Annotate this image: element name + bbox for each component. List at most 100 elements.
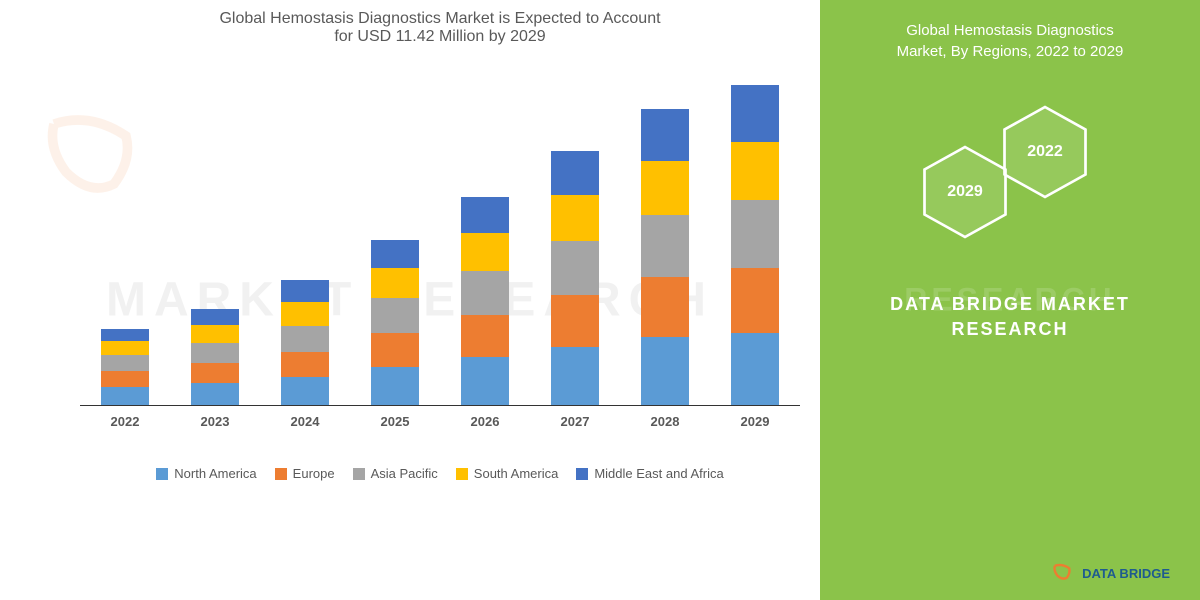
- hex-label-2029: 2029: [947, 183, 983, 201]
- bar-group: [725, 85, 785, 405]
- hexagon-2022: 2022: [1000, 102, 1090, 202]
- bottom-logo: DATA BRIDGE: [1050, 561, 1170, 585]
- bar-segment: [101, 387, 149, 405]
- legend-label: Europe: [293, 466, 335, 481]
- bar-segment: [551, 195, 599, 241]
- bar-segment: [281, 377, 329, 405]
- bar-stack: [731, 85, 779, 405]
- bar-stack: [101, 329, 149, 405]
- legend-label: South America: [474, 466, 559, 481]
- bar-segment: [461, 233, 509, 271]
- bar-segment: [281, 352, 329, 377]
- bar-group: [635, 109, 695, 405]
- legend-label: Middle East and Africa: [594, 466, 723, 481]
- bar-group: [185, 309, 245, 405]
- bar-segment: [641, 161, 689, 215]
- bar-segment: [371, 367, 419, 405]
- right-watermark: RESEARCH: [904, 282, 1116, 319]
- right-title-line1: Global Hemostasis Diagnostics: [906, 22, 1114, 39]
- bars-container: [80, 66, 800, 406]
- chart-area: 2022 2023 2024 2025 2026 2027 2028 2029: [80, 66, 800, 446]
- bar-segment: [461, 197, 509, 233]
- bar-segment: [731, 142, 779, 200]
- bar-segment: [731, 200, 779, 268]
- bar-segment: [191, 343, 239, 363]
- chart-legend: North America Europe Asia Pacific South Ame…: [80, 466, 800, 481]
- x-axis-labels: 2022 2023 2024 2025 2026 2027 2028 2029: [80, 414, 800, 429]
- chart-panel: MARKET RESEARCH Global Hemostasis Diagno…: [0, 0, 820, 600]
- bar-segment: [371, 268, 419, 298]
- hex-label-2022: 2022: [1027, 143, 1063, 161]
- bar-segment: [461, 271, 509, 315]
- bar-segment: [731, 85, 779, 142]
- x-axis-label: 2022: [95, 414, 155, 429]
- bar-segment: [371, 298, 419, 333]
- legend-item: Asia Pacific: [353, 466, 438, 481]
- bar-segment: [551, 347, 599, 405]
- bar-segment: [191, 383, 239, 405]
- bar-segment: [191, 309, 239, 325]
- main-container: MARKET RESEARCH Global Hemostasis Diagno…: [0, 0, 1200, 600]
- bar-stack: [191, 309, 239, 405]
- legend-label: North America: [174, 466, 256, 481]
- logo-icon: [1050, 561, 1074, 585]
- chart-title: Global Hemostasis Diagnostics Market is …: [80, 10, 800, 46]
- bar-group: [455, 197, 515, 405]
- bar-segment: [641, 215, 689, 277]
- bar-segment: [641, 277, 689, 337]
- bar-segment: [551, 241, 599, 295]
- bar-segment: [551, 295, 599, 347]
- bar-segment: [191, 363, 239, 383]
- bar-segment: [461, 357, 509, 405]
- bar-stack: [461, 197, 509, 405]
- legend-swatch: [275, 468, 287, 480]
- x-axis-label: 2026: [455, 414, 515, 429]
- x-axis-label: 2029: [725, 414, 785, 429]
- bar-segment: [281, 280, 329, 302]
- right-title-line2: Market, By Regions, 2022 to 2029: [897, 43, 1124, 60]
- x-axis-label: 2027: [545, 414, 605, 429]
- bar-stack: [641, 109, 689, 405]
- chart-title-line1: Global Hemostasis Diagnostics Market is …: [219, 10, 660, 27]
- bar-segment: [371, 240, 419, 268]
- bar-segment: [731, 268, 779, 333]
- bar-group: [545, 151, 605, 405]
- legend-swatch: [456, 468, 468, 480]
- bar-segment: [641, 109, 689, 161]
- legend-swatch: [353, 468, 365, 480]
- legend-item: Middle East and Africa: [576, 466, 723, 481]
- bar-group: [95, 329, 155, 405]
- hexagon-2029: 2029: [920, 142, 1010, 242]
- bar-segment: [281, 326, 329, 352]
- legend-item: South America: [456, 466, 559, 481]
- hexagon-container: 2029 2022: [890, 92, 1130, 272]
- bottom-logo-text: DATA BRIDGE: [1082, 566, 1170, 581]
- legend-item: North America: [156, 466, 256, 481]
- bar-group: [275, 280, 335, 405]
- brand-line2: RESEARCH: [951, 319, 1068, 339]
- bar-segment: [101, 355, 149, 371]
- bar-segment: [641, 337, 689, 405]
- bar-segment: [101, 371, 149, 387]
- bar-stack: [281, 280, 329, 405]
- x-axis-label: 2025: [365, 414, 425, 429]
- legend-label: Asia Pacific: [371, 466, 438, 481]
- bar-stack: [371, 240, 419, 405]
- bar-segment: [461, 315, 509, 357]
- bar-segment: [551, 151, 599, 195]
- x-axis-label: 2023: [185, 414, 245, 429]
- bar-segment: [101, 341, 149, 355]
- bar-segment: [281, 302, 329, 326]
- bar-segment: [101, 329, 149, 341]
- legend-swatch: [576, 468, 588, 480]
- bar-segment: [731, 333, 779, 405]
- bar-segment: [191, 325, 239, 343]
- x-axis-label: 2028: [635, 414, 695, 429]
- chart-title-line2: for USD 11.42 Million by 2029: [334, 28, 545, 45]
- bar-segment: [371, 333, 419, 367]
- legend-swatch: [156, 468, 168, 480]
- bar-stack: [551, 151, 599, 405]
- bar-group: [365, 240, 425, 405]
- x-axis-label: 2024: [275, 414, 335, 429]
- legend-item: Europe: [275, 466, 335, 481]
